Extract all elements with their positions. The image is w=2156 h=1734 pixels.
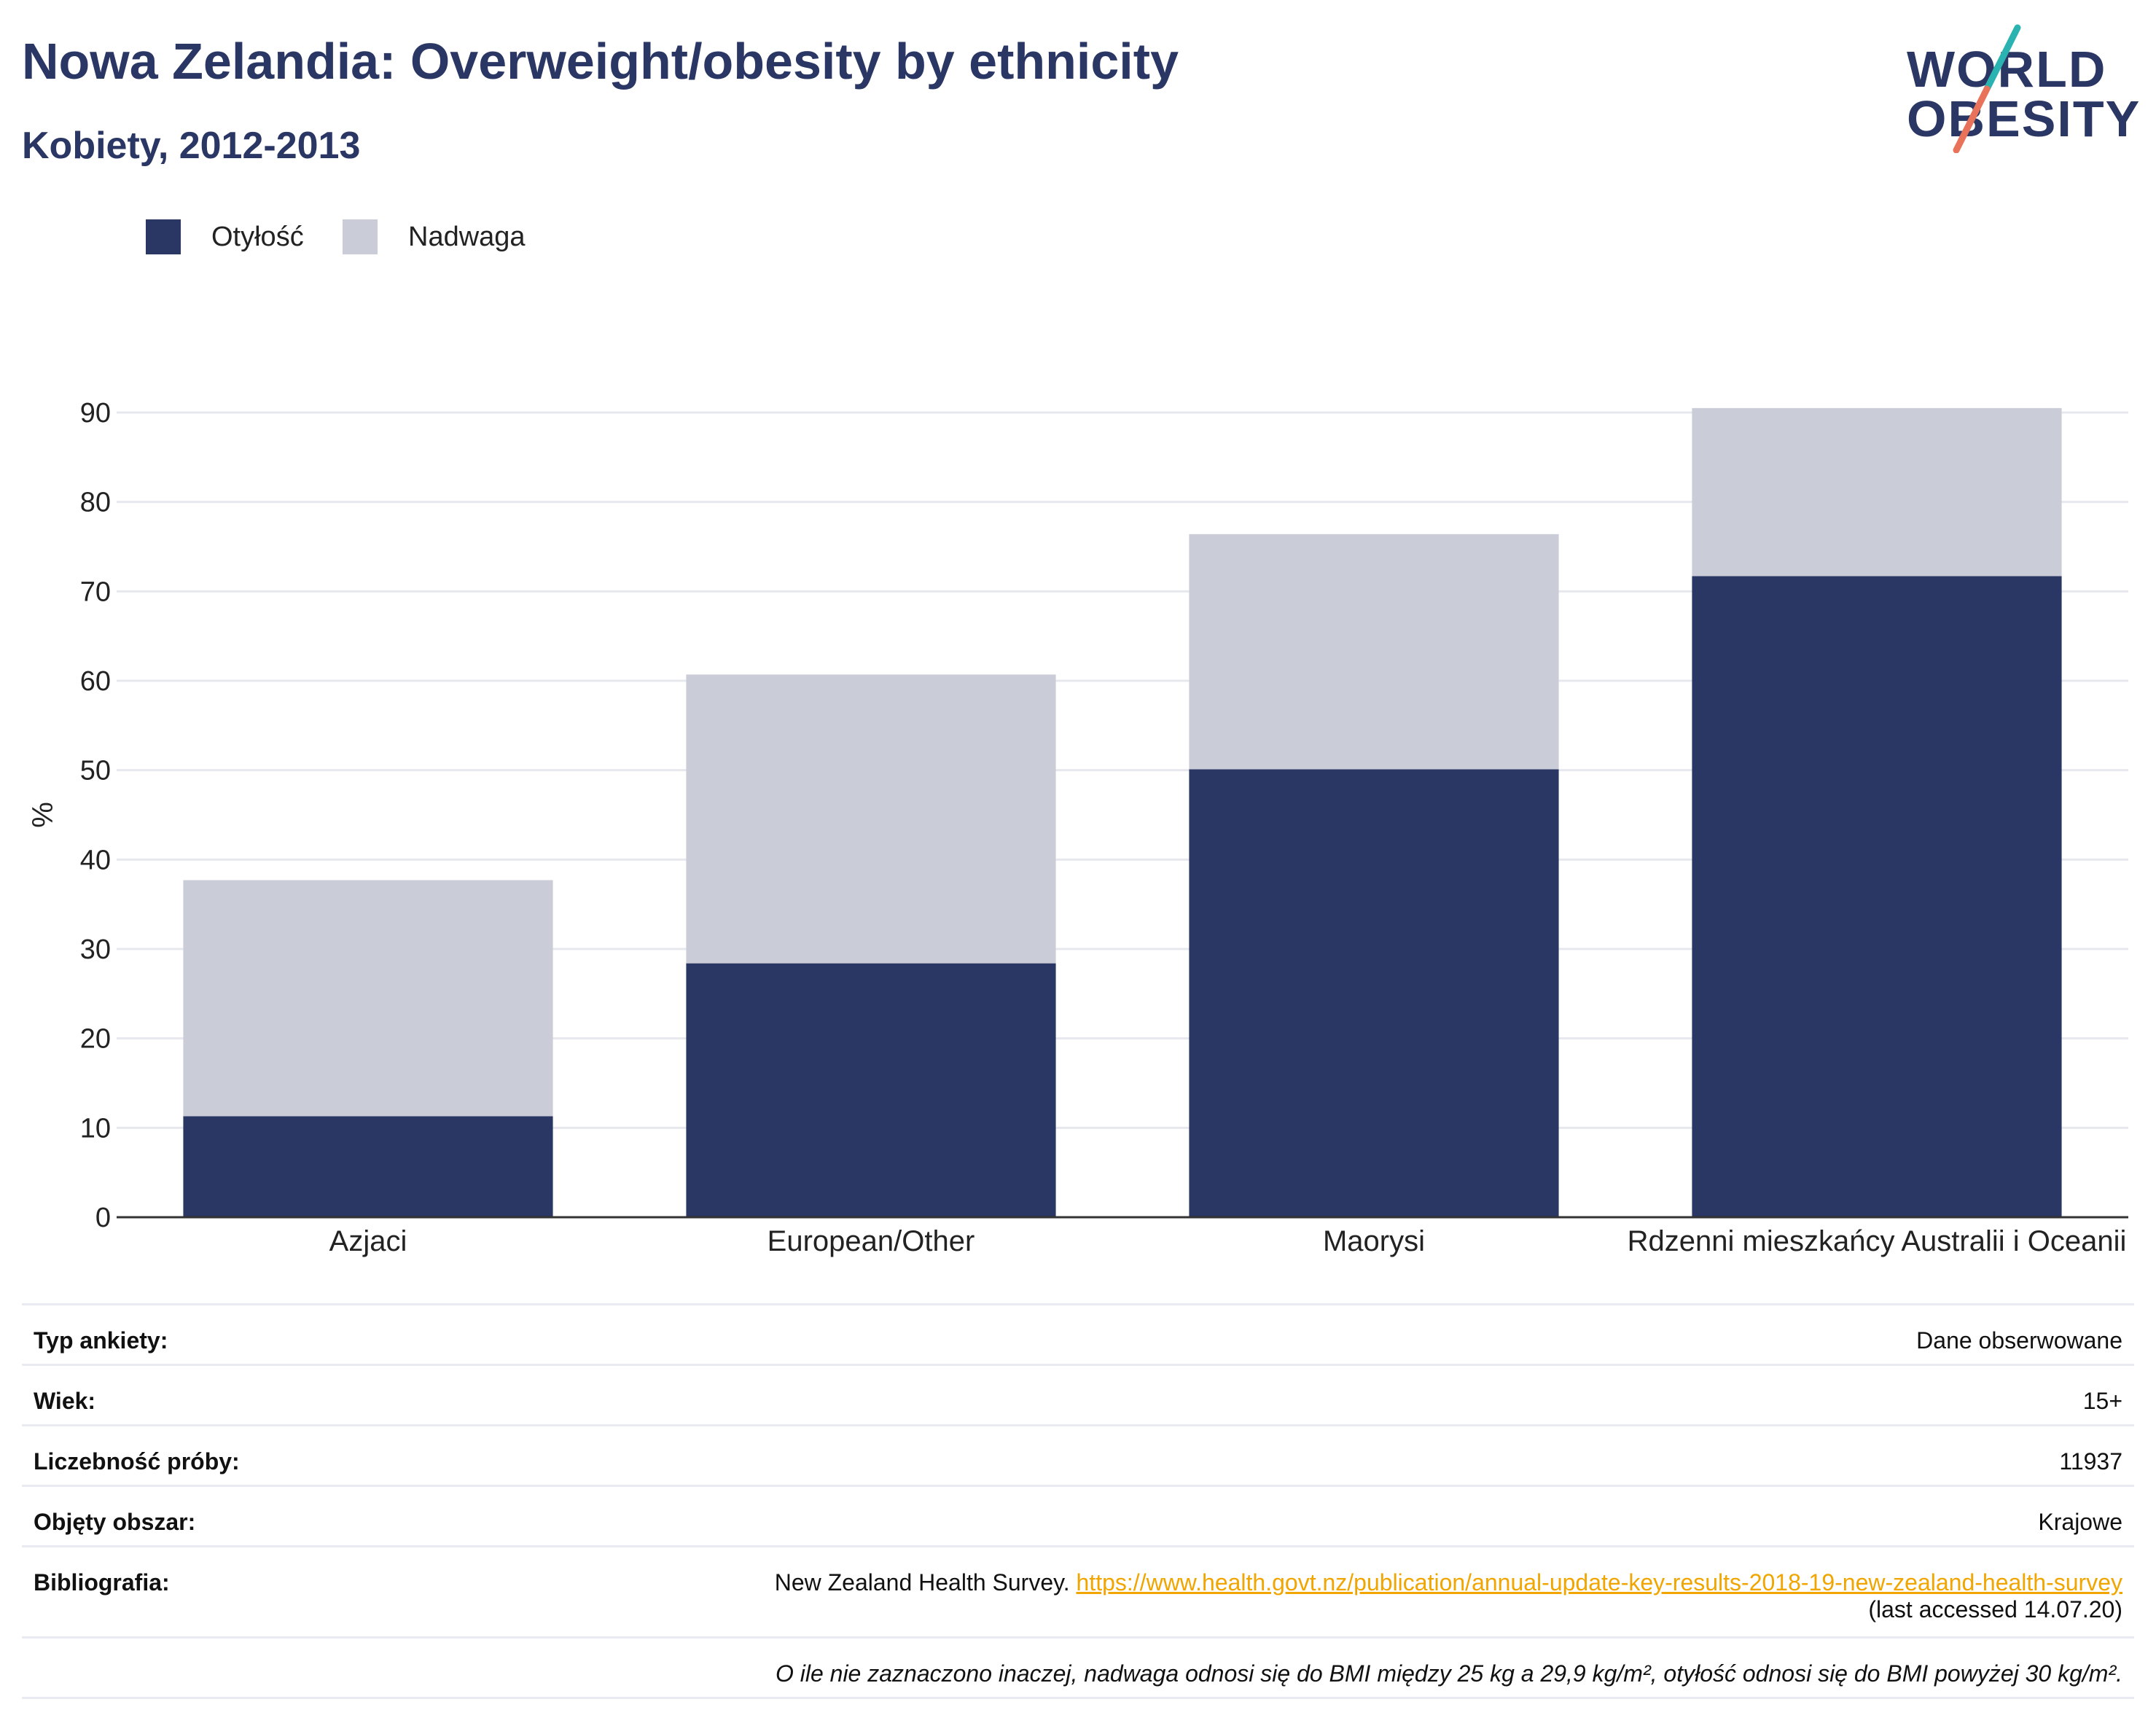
logo-slash-icon xyxy=(1953,24,2021,153)
bar-overweight xyxy=(686,674,1056,964)
x-tick-label: European/Other xyxy=(768,1225,975,1257)
bar-obesity xyxy=(1189,769,1559,1217)
world-obesity-logo[interactable]: WORLD OBESITY xyxy=(1895,22,2143,153)
meta-row-survey-type: Typ ankiety: Dane obserwowane xyxy=(22,1303,2134,1364)
legend-item-overweight[interactable]: Nadwaga xyxy=(343,219,526,255)
bibliography-link[interactable]: https://www.health.govt.nz/publication/a… xyxy=(1076,1569,2122,1596)
bar-obesity xyxy=(686,963,1056,1217)
meta-value: 15+ xyxy=(2082,1388,2122,1414)
y-tick-label: 0 xyxy=(95,1203,111,1233)
logo-line2: OBESITY xyxy=(1907,90,2141,147)
metadata-table: Typ ankiety: Dane obserwowane Wiek: 15+ … xyxy=(22,1303,2134,1699)
meta-row-sample-size: Liczebność próby: 11937 xyxy=(22,1424,2134,1485)
y-tick-label: 10 xyxy=(80,1113,111,1144)
meta-value: Krajowe xyxy=(2038,1509,2122,1535)
y-tick-label: 50 xyxy=(80,756,111,786)
meta-key: Objęty obszar: xyxy=(34,1509,196,1535)
y-tick-label: 30 xyxy=(80,934,111,965)
meta-key: Wiek: xyxy=(34,1388,96,1414)
bar-obesity xyxy=(183,1116,553,1217)
meta-row-bibliography: Bibliografia: New Zealand Health Survey.… xyxy=(22,1545,2134,1636)
bibliography-source: New Zealand Health Survey. xyxy=(774,1569,1077,1596)
x-tick-label: Azjaci xyxy=(329,1225,407,1257)
y-tick-label: 70 xyxy=(80,577,111,607)
meta-key: Typ ankiety: xyxy=(34,1327,168,1354)
legend-swatch-overweight xyxy=(343,219,378,254)
meta-row-area: Objęty obszar: Krajowe xyxy=(22,1485,2134,1545)
meta-key: Liczebność próby: xyxy=(34,1448,240,1475)
legend-label-obesity: Otyłość xyxy=(211,221,304,252)
meta-value: New Zealand Health Survey. https://www.h… xyxy=(775,1569,2122,1623)
meta-value: Dane obserwowane xyxy=(1916,1327,2122,1354)
legend-swatch-obesity xyxy=(146,219,181,254)
y-axis-label: % xyxy=(27,802,59,828)
y-tick-label: 80 xyxy=(80,488,111,518)
chart-subtitle: Kobiety, 2012-2013 xyxy=(22,125,361,167)
legend-label-overweight: Nadwaga xyxy=(408,221,526,252)
meta-row-age: Wiek: 15+ xyxy=(22,1364,2134,1424)
y-tick-label: 40 xyxy=(80,845,111,875)
meta-row-note: O ile nie zaznaczono inaczej, nadwaga od… xyxy=(22,1636,2134,1699)
definition-note: O ile nie zaznaczono inaczej, nadwaga od… xyxy=(775,1660,2122,1687)
meta-key: Bibliografia: xyxy=(34,1569,170,1596)
y-tick-label: 20 xyxy=(80,1024,111,1055)
y-tick-label: 90 xyxy=(80,398,111,429)
bar-chart: 0 10 20 30 40 50 60 70 80 90% Azjaci European/Other… xyxy=(27,398,2128,1257)
bar-overweight xyxy=(1692,407,2062,577)
x-tick-label: Maorysi xyxy=(1323,1225,1425,1257)
bar-overweight xyxy=(183,880,553,1117)
chart-title: Nowa Zelandia: Overweight/obesity by eth… xyxy=(22,33,1179,90)
y-tick-label: 60 xyxy=(80,666,111,697)
legend-item-obesity[interactable]: Otyłość xyxy=(146,219,304,255)
bar-obesity xyxy=(1692,576,2062,1217)
bibliography-accessed: (last accessed 14.07.20) xyxy=(1868,1596,2122,1622)
x-tick-label: Rdzenni mieszkańcy Australii i Oceanii xyxy=(1628,1225,2127,1257)
meta-value: 11937 xyxy=(2059,1448,2122,1475)
bar-overweight xyxy=(1189,534,1559,770)
